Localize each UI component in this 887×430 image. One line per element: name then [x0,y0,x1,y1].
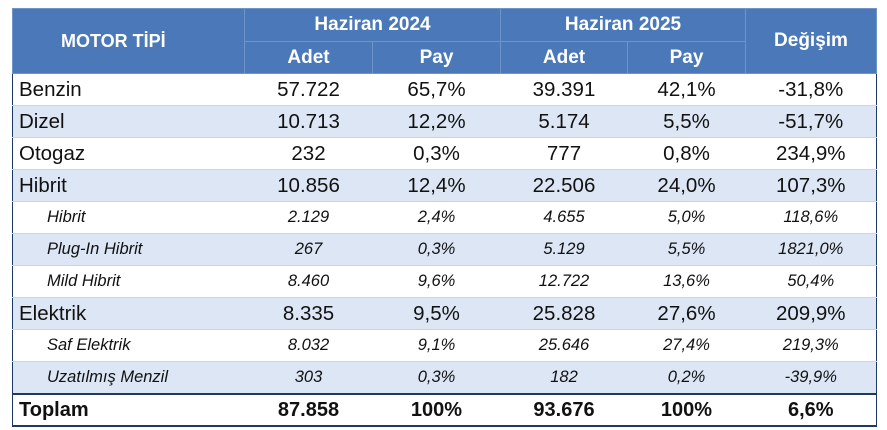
header-period-2024: Haziran 2024 [244,8,501,42]
cell-adet-2025: 777 [500,137,628,170]
header-period-2025: Haziran 2025 [500,8,746,42]
cell-adet-2024: 2.129 [244,201,373,234]
table-row: Otogaz 232 0,3% 777 0,8% 234,9% [12,137,877,170]
cell-pay-2025: 5,5% [627,105,746,138]
header-motor-type: MOTOR TİPİ [12,8,245,74]
row-label: Plug-In Hibrit [12,233,245,266]
cell-change: 50,4% [745,265,877,298]
cell-change: 219,3% [745,329,877,362]
cell-adet-2025: 5.174 [500,105,628,138]
cell-pay-2024: 2,4% [372,201,501,234]
header-adet-2024: Adet [244,41,373,74]
cell-adet-2025: 12.722 [500,265,628,298]
cell-adet-2024: 8.032 [244,329,373,362]
total-pay-2025: 100% [627,393,746,427]
cell-adet-2024: 267 [244,233,373,266]
cell-pay-2025: 24,0% [627,169,746,202]
cell-pay-2025: 0,8% [627,137,746,170]
cell-pay-2024: 12,4% [372,169,501,202]
cell-adet-2024: 10.856 [244,169,373,202]
row-label: Benzin [12,73,245,106]
cell-pay-2025: 27,6% [627,297,746,330]
table-row: Elektrik 8.335 9,5% 25.828 27,6% 209,9% [12,297,877,330]
cell-adet-2025: 25.828 [500,297,628,330]
row-label: Hibrit [12,169,245,202]
table-row: Hibrit 10.856 12,4% 22.506 24,0% 107,3% [12,169,877,202]
total-adet-2025: 93.676 [500,393,628,427]
cell-adet-2025: 5.129 [500,233,628,266]
cell-change: 107,3% [745,169,877,202]
total-adet-2024: 87.858 [244,393,373,427]
cell-pay-2024: 0,3% [372,361,501,395]
cell-change: 118,6% [745,201,877,234]
motor-type-table: MOTOR TİPİ Haziran 2024 Haziran 2025 Değ… [12,8,877,427]
cell-change: 234,9% [745,137,877,170]
header-change: Değişim [745,8,877,74]
table-row-sub: Saf Elektrik 8.032 9,1% 25.646 27,4% 219… [12,329,877,362]
cell-pay-2025: 5,0% [627,201,746,234]
cell-adet-2025: 39.391 [500,73,628,106]
cell-adet-2024: 8.335 [244,297,373,330]
row-label: Dizel [12,105,245,138]
row-label: Uzatılmış Menzil [12,361,245,395]
cell-adet-2025: 22.506 [500,169,628,202]
table-row: Benzin 57.722 65,7% 39.391 42,1% -31,8% [12,73,877,106]
row-label: Mild Hibrit [12,265,245,298]
cell-adet-2024: 303 [244,361,373,395]
total-row: Toplam 87.858 100% 93.676 100% 6,6% [12,393,877,427]
table-row-sub: Plug-In Hibrit 267 0,3% 5.129 5,5% 1821,… [12,233,877,266]
cell-pay-2025: 27,4% [627,329,746,362]
header-pay-2024: Pay [372,41,501,74]
motor-type-table-container: MOTOR TİPİ Haziran 2024 Haziran 2025 Değ… [12,8,877,427]
cell-pay-2024: 0,3% [372,137,501,170]
table-row: Dizel 10.713 12,2% 5.174 5,5% -51,7% [12,105,877,138]
row-label: Hibrit [12,201,245,234]
cell-change: 1821,0% [745,233,877,266]
cell-pay-2024: 12,2% [372,105,501,138]
row-label: Saf Elektrik [12,329,245,362]
total-change: 6,6% [745,393,877,427]
cell-adet-2025: 4.655 [500,201,628,234]
cell-adet-2025: 182 [500,361,628,395]
header-pay-2025: Pay [627,41,746,74]
cell-pay-2025: 42,1% [627,73,746,106]
cell-pay-2024: 9,1% [372,329,501,362]
header-adet-2025: Adet [500,41,628,74]
table-row-sub: Uzatılmış Menzil 303 0,3% 182 0,2% -39,9… [12,361,877,395]
cell-change: -51,7% [745,105,877,138]
total-label: Toplam [12,393,245,427]
cell-adet-2024: 8.460 [244,265,373,298]
cell-pay-2025: 5,5% [627,233,746,266]
total-pay-2024: 100% [372,393,501,427]
cell-pay-2024: 9,5% [372,297,501,330]
cell-adet-2024: 232 [244,137,373,170]
row-label: Otogaz [12,137,245,170]
table-row-sub: Mild Hibrit 8.460 9,6% 12.722 13,6% 50,4… [12,265,877,298]
row-label: Elektrik [12,297,245,330]
table-header: MOTOR TİPİ Haziran 2024 Haziran 2025 Değ… [12,8,877,74]
cell-pay-2025: 13,6% [627,265,746,298]
cell-adet-2024: 57.722 [244,73,373,106]
table-body: Benzin 57.722 65,7% 39.391 42,1% -31,8% … [12,73,877,427]
cell-change: -31,8% [745,73,877,106]
cell-adet-2024: 10.713 [244,105,373,138]
table-row-sub: Hibrit 2.129 2,4% 4.655 5,0% 118,6% [12,201,877,234]
cell-pay-2024: 65,7% [372,73,501,106]
cell-change: 209,9% [745,297,877,330]
cell-adet-2025: 25.646 [500,329,628,362]
cell-pay-2024: 0,3% [372,233,501,266]
cell-pay-2025: 0,2% [627,361,746,395]
cell-change: -39,9% [745,361,877,395]
cell-pay-2024: 9,6% [372,265,501,298]
